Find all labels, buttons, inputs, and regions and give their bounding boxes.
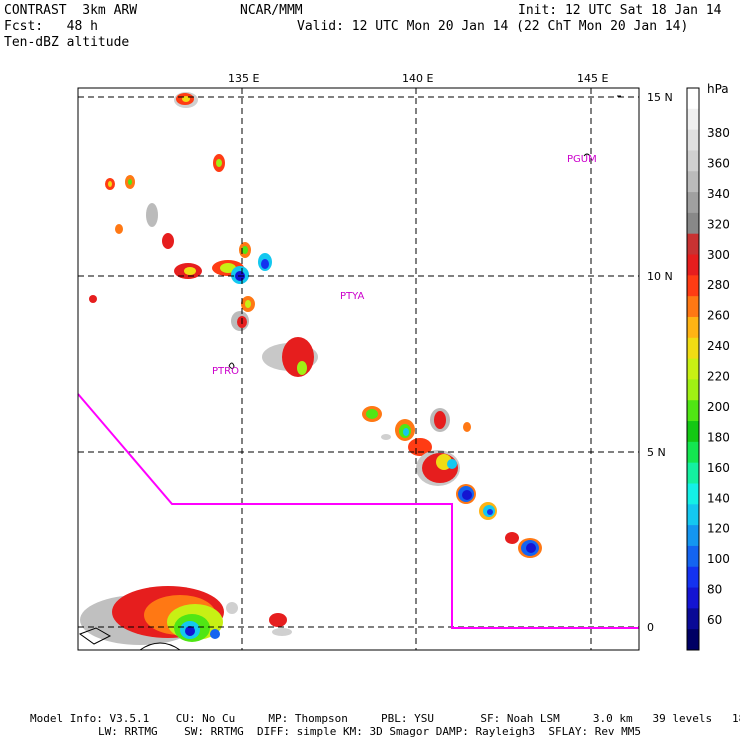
station-labels: PGUM PTYA PTRO (212, 154, 597, 377)
echo-cells (80, 92, 542, 645)
colorbar-swatch (687, 483, 699, 505)
colorbar-label: 240 (707, 339, 730, 353)
colorbar-label: 280 (707, 278, 730, 292)
model-info-line2: LW: RRTMG SW: RRTMG DIFF: simple KM: 3D … (98, 725, 642, 738)
graticule (78, 88, 639, 650)
map-panel (77, 87, 640, 651)
colorbar-label: 80 (707, 583, 722, 597)
colorbar-swatch (687, 441, 699, 464)
colorbar-swatch (687, 212, 699, 235)
colorbar-swatch (687, 296, 699, 318)
colorbar-label: 60 (707, 613, 722, 627)
region-boundary (77, 393, 639, 629)
colorbar-label: 340 (707, 187, 730, 201)
colorbar-swatch (687, 587, 699, 609)
colorbar-swatch (687, 192, 699, 214)
latitude-labels: 15 N 10 N 5 N 0 (647, 91, 673, 634)
model-info-line1: Model Info: V3.5.1 CU: No Cu MP: Thompso… (30, 712, 740, 725)
colorbar-label: 380 (707, 126, 730, 140)
colorbar-swatch (687, 462, 699, 484)
colorbar-swatch (687, 108, 699, 131)
colorbar-label: 200 (707, 400, 730, 414)
colorbar-label: 320 (707, 217, 730, 231)
colorbar-label: 220 (707, 370, 730, 384)
colorbar-label: 260 (707, 309, 730, 323)
colorbar-labels: 380 360 340 320 300 280 260 240 220 200 180 160 140 1… (707, 126, 730, 627)
colorbar-label: 120 (707, 522, 730, 536)
longitude-labels: 135 E 140 E 145 E (228, 72, 608, 85)
colorbar-label: 160 (707, 461, 730, 475)
colorbar-swatch (687, 254, 699, 276)
colorbar-swatches (687, 88, 699, 651)
station-label: PGUM (567, 154, 597, 165)
colorbar-label: 360 (707, 156, 730, 170)
colorbar-swatch (687, 629, 699, 651)
colorbar-label: 100 (707, 552, 730, 566)
lat-label: 5 N (647, 446, 666, 459)
colorbar-label: 140 (707, 491, 730, 505)
field-name: Ten-dBZ altitude (4, 35, 130, 50)
colorbar-swatch (687, 358, 699, 380)
init-time: Init: 12 UTC Sat 18 Jan 14 (518, 3, 722, 18)
station-label: PTYA (340, 291, 364, 302)
colorbar-unit: hPa (707, 82, 729, 96)
colorbar-swatch (687, 608, 699, 630)
lon-label: 145 E (577, 72, 608, 85)
lon-label: 135 E (228, 72, 259, 85)
colorbar-swatch (687, 566, 699, 589)
institution-label: NCAR/MMM (240, 3, 303, 18)
lat-label: 10 N (647, 270, 673, 283)
colorbar-swatch (687, 525, 699, 547)
colorbar-swatch (687, 421, 699, 443)
colorbar-swatch (687, 150, 699, 172)
colorbar-swatch (687, 88, 699, 110)
colorbar-swatch (687, 379, 699, 401)
colorbar-swatch (687, 233, 699, 256)
colorbar-swatch (687, 545, 699, 568)
colorbar-swatch (687, 337, 699, 360)
coastline (78, 95, 621, 651)
colorbar: hPa 380 360 340 320 300 280 260 240 220 200 180 160… (686, 82, 730, 651)
model-title: CONTRAST 3km ARW (4, 3, 138, 18)
colorbar-swatch (687, 316, 699, 339)
colorbar-label: 300 (707, 248, 730, 262)
lat-label: 0 (647, 621, 654, 634)
colorbar-swatch (687, 171, 699, 193)
lat-label: 15 N (647, 91, 673, 104)
station-label: PTRO (212, 366, 239, 377)
colorbar-swatch (687, 129, 699, 151)
colorbar-swatch (687, 504, 699, 526)
colorbar-swatch (687, 275, 699, 297)
colorbar-label: 180 (707, 430, 730, 444)
colorbar-swatch (687, 400, 699, 422)
forecast-hour: Fcst: 48 h (4, 19, 98, 34)
valid-time: Valid: 12 UTC Mon 20 Jan 14 (22 ChT Mon … (297, 19, 689, 34)
lon-label: 140 E (402, 72, 433, 85)
